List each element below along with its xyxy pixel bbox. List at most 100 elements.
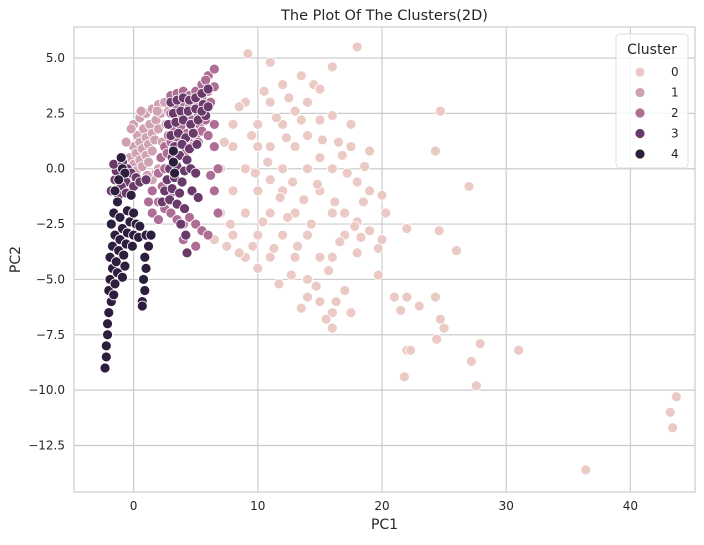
- data-point: [140, 262, 152, 274]
- data-point: [314, 251, 326, 263]
- legend-label: 2: [671, 106, 679, 120]
- data-point: [146, 145, 158, 157]
- data-point: [376, 189, 388, 201]
- data-point: [181, 247, 193, 259]
- y-tick-label: 0.0: [46, 162, 65, 176]
- data-point: [176, 176, 188, 188]
- data-point: [125, 189, 137, 201]
- data-point: [109, 185, 121, 197]
- data-point: [165, 207, 177, 219]
- data-point: [287, 176, 298, 188]
- data-point: [153, 214, 164, 226]
- data-point: [333, 136, 344, 148]
- data-point: [138, 274, 149, 285]
- data-point: [128, 207, 140, 219]
- legend-items: 0 1 2 3 4: [634, 65, 679, 161]
- data-point: [212, 163, 224, 175]
- data-point: [302, 274, 313, 285]
- data-points: [99, 41, 682, 476]
- data-point: [191, 138, 203, 150]
- legend-title: Cluster: [627, 42, 677, 58]
- data-point: [667, 422, 679, 434]
- data-point: [273, 278, 285, 290]
- data-point: [277, 119, 289, 130]
- data-point: [513, 344, 525, 356]
- data-point: [143, 196, 154, 208]
- legend-label: 1: [671, 86, 679, 100]
- data-point: [120, 136, 132, 148]
- data-point: [345, 141, 357, 152]
- data-point: [302, 96, 313, 108]
- data-point: [264, 57, 276, 68]
- data-point: [316, 134, 328, 146]
- data-point: [114, 212, 126, 223]
- data-point: [474, 338, 486, 350]
- legend-box: [615, 33, 689, 169]
- data-point: [264, 96, 276, 108]
- y-tick-label: −12.5: [28, 439, 65, 453]
- data-point: [372, 269, 384, 281]
- data-point: [345, 119, 357, 130]
- data-point: [205, 169, 217, 181]
- data-point: [433, 225, 445, 237]
- x-tick-label: 20: [374, 499, 389, 513]
- data-point: [102, 329, 113, 341]
- data-point: [202, 83, 214, 95]
- data-point: [380, 207, 392, 219]
- y-tick-label: −7.5: [36, 328, 65, 342]
- data-point: [323, 265, 335, 276]
- data-point: [395, 305, 407, 316]
- data-point: [292, 240, 303, 252]
- legend-marker: [634, 87, 646, 98]
- data-point: [146, 207, 158, 219]
- data-point: [326, 307, 338, 319]
- data-point: [295, 302, 307, 314]
- data-point: [341, 167, 353, 179]
- data-point: [169, 167, 181, 179]
- data-point: [277, 79, 289, 90]
- data-point: [134, 220, 146, 232]
- data-point: [125, 123, 137, 135]
- data-point: [310, 280, 322, 292]
- data-point: [283, 92, 295, 104]
- data-point: [208, 63, 220, 75]
- data-point: [372, 243, 384, 254]
- data-point: [357, 196, 369, 208]
- x-tick-label: 0: [130, 499, 138, 513]
- data-point: [139, 285, 151, 296]
- data-point: [430, 291, 441, 303]
- data-point: [118, 249, 130, 261]
- data-point: [110, 256, 122, 268]
- data-point: [336, 150, 348, 161]
- data-point: [135, 105, 147, 117]
- data-point: [227, 185, 239, 197]
- data-point: [143, 240, 154, 252]
- data-point: [227, 229, 239, 241]
- data-point: [364, 185, 375, 197]
- data-point: [314, 114, 326, 126]
- data-point: [295, 114, 307, 126]
- data-point: [326, 207, 338, 219]
- data-point: [252, 185, 264, 197]
- data-point: [298, 194, 310, 206]
- data-point: [180, 229, 192, 241]
- data-point: [271, 112, 282, 124]
- data-point: [438, 322, 450, 334]
- data-point: [351, 247, 363, 259]
- data-point: [330, 296, 342, 307]
- data-point: [167, 156, 179, 168]
- data-point: [233, 247, 245, 259]
- data-point: [208, 185, 220, 197]
- data-point: [434, 105, 446, 117]
- data-point: [401, 223, 413, 234]
- data-point: [431, 333, 443, 345]
- data-point: [174, 187, 185, 199]
- legend-label: 0: [671, 65, 679, 79]
- data-point: [405, 344, 416, 356]
- data-point: [274, 192, 286, 203]
- data-point: [264, 207, 276, 219]
- data-point: [670, 391, 682, 403]
- y-tick-label: −2.5: [36, 217, 65, 231]
- y-tick-label: −10.0: [28, 383, 65, 397]
- data-point: [100, 340, 112, 352]
